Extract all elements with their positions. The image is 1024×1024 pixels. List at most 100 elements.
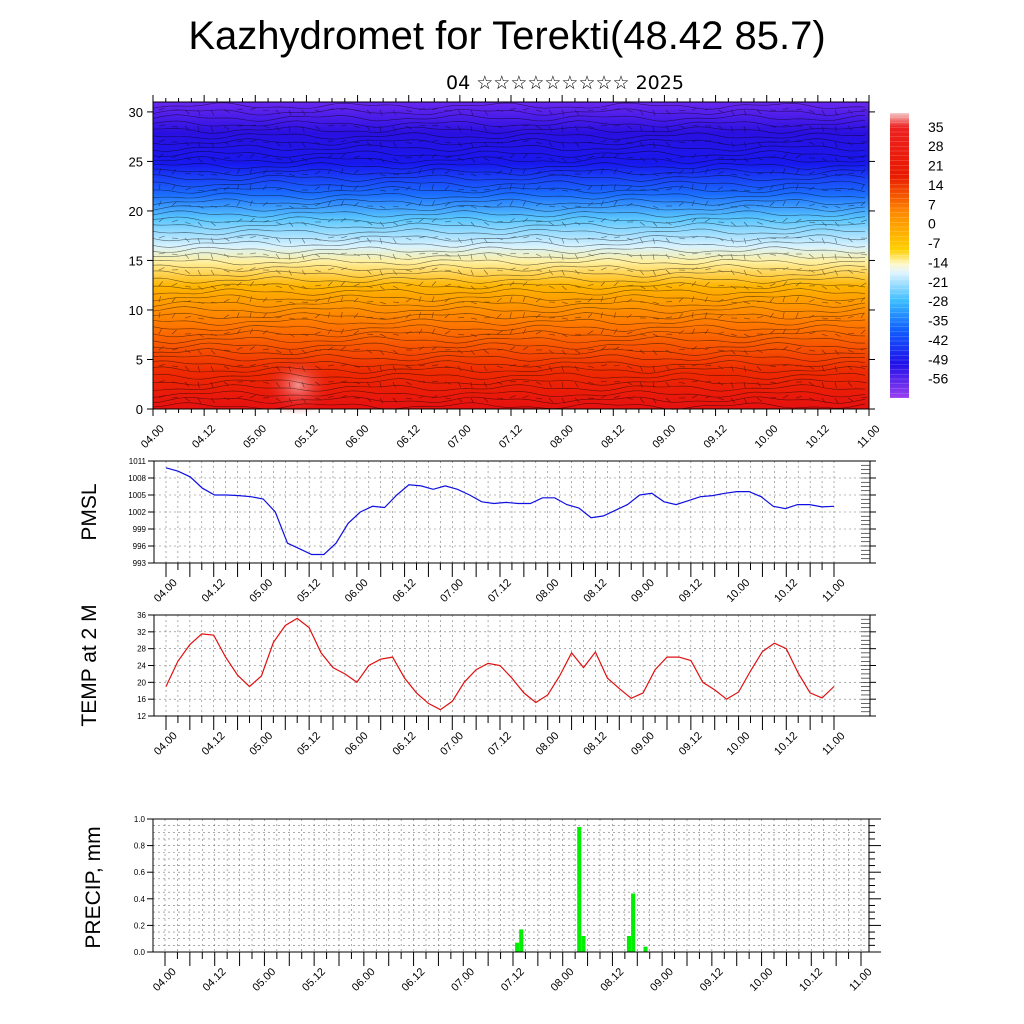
wind-barb: [483, 349, 489, 354]
wind-streamline: [152, 120, 866, 128]
wind-barb: [587, 202, 593, 207]
wind-barb: [639, 269, 644, 275]
wind-barb: [730, 221, 736, 227]
wind-barb: [769, 125, 776, 128]
wind-barb: [210, 205, 217, 208]
wind-barb: [691, 217, 697, 223]
wind-barb: [210, 221, 216, 227]
wind-barb: [652, 125, 655, 132]
wind-barb: [834, 381, 837, 388]
wind-barb: [834, 109, 838, 116]
x-tick-label: 10.00: [724, 730, 752, 758]
wind-barb: [782, 312, 785, 319]
wind-barb: [184, 316, 191, 319]
wind-barb: [730, 173, 737, 176]
wind-barb: [314, 237, 321, 241]
wind-barb: [613, 140, 620, 143]
wind-barb: [197, 189, 204, 192]
wind-barb: [392, 109, 397, 116]
wind-barb: [158, 312, 161, 319]
wind-streamline: [152, 288, 866, 296]
wind-barb: [834, 397, 839, 404]
wind-barb: [665, 237, 671, 243]
wind-barb: [769, 169, 775, 175]
wind-barb: [834, 333, 841, 337]
wind-barb: [574, 221, 581, 226]
wind-barb: [600, 236, 607, 239]
wind-barb: [418, 184, 421, 191]
wind-barb: [600, 139, 607, 143]
wind-barb: [431, 312, 434, 319]
wind-barb: [535, 221, 543, 223]
wind-barb: [834, 365, 838, 372]
wind-barb: [288, 125, 291, 132]
y-tick-label: 0.0: [134, 948, 146, 957]
wind-barb: [548, 237, 553, 244]
wind-barb: [249, 168, 253, 175]
wind-barb: [314, 298, 321, 303]
wind-barb: [613, 253, 621, 255]
colorbar-label: -7: [928, 235, 941, 251]
wind-barb: [535, 170, 542, 175]
wind-barb: [444, 156, 451, 159]
wind-barb: [756, 157, 763, 161]
plot-frame: [153, 614, 871, 717]
y-tick-label: 20: [129, 204, 143, 219]
wind-barb: [314, 284, 321, 287]
wind-barb: [158, 139, 165, 143]
wind-barb: [431, 168, 435, 175]
wind-barb: [795, 184, 799, 191]
wind-barb: [847, 221, 854, 225]
wind-barb: [756, 316, 763, 319]
wind-streamline: [152, 378, 866, 386]
wind-barb: [717, 171, 724, 175]
wind-barb: [665, 397, 671, 403]
wind-barb: [665, 125, 670, 132]
wind-barb: [379, 253, 382, 260]
wind-barb: [691, 235, 698, 239]
wind-barb: [509, 124, 517, 127]
wind-barb: [730, 381, 734, 388]
wind-barb: [704, 184, 708, 191]
pmsl-series-line: [165, 467, 835, 556]
wind-barb: [418, 395, 425, 399]
wind-barb: [301, 109, 306, 116]
wind-barb: [444, 170, 450, 175]
wind-barb: [860, 125, 867, 128]
wind-barb: [158, 107, 165, 111]
wind-barb: [418, 168, 422, 175]
wind-barb: [678, 365, 685, 368]
wind-barb: [340, 395, 347, 399]
wind-barb: [236, 154, 242, 159]
wind-barb: [574, 125, 579, 132]
wind-barb: [834, 269, 838, 276]
wind-barb: [756, 397, 763, 402]
wind-barb: [522, 218, 528, 223]
wind-barb: [236, 395, 243, 399]
wind-barb: [717, 365, 724, 370]
wind-barb: [509, 267, 516, 271]
wind-barb: [457, 205, 465, 207]
y-tick-label: 0.2: [134, 921, 146, 930]
wind-barb: [730, 349, 736, 355]
wind-barb: [158, 217, 164, 223]
wind-barb: [366, 349, 373, 354]
wind-streamline: [152, 354, 866, 362]
wind-barb: [249, 139, 256, 143]
x-tick-label: 07.12: [486, 730, 514, 758]
wind-barb: [743, 349, 748, 355]
x-tick-label: 07.12: [499, 966, 527, 994]
wind-barb: [275, 300, 282, 303]
y-tick-label: 0: [136, 402, 143, 417]
wind-barb: [301, 237, 306, 244]
wind-barb: [652, 333, 659, 337]
wind-barb: [158, 184, 161, 191]
wind-barb: [860, 269, 868, 271]
wind-barb: [613, 108, 620, 111]
x-tick-label: 04.12: [201, 966, 229, 994]
wind-barb: [288, 109, 292, 116]
wind-barb: [262, 155, 269, 159]
wind-barb: [860, 155, 867, 159]
wind-barb: [327, 296, 331, 303]
